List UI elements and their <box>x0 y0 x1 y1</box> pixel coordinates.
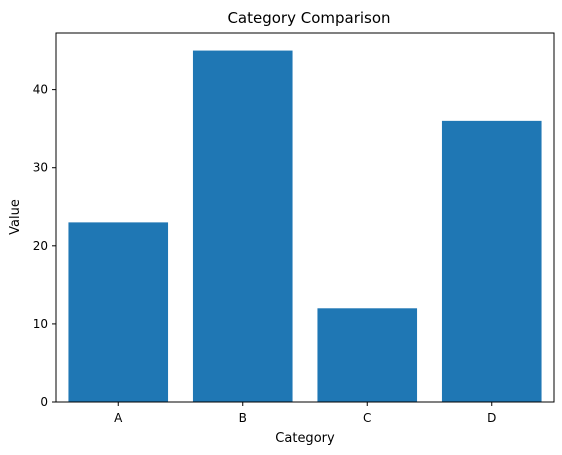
bars-layer <box>68 50 542 403</box>
bar-a <box>68 222 169 402</box>
x-tick-label: A <box>114 411 123 425</box>
y-tick-label: 40 <box>33 83 48 97</box>
chart-title: Category Comparison <box>227 9 390 27</box>
plot-frame <box>55 32 555 403</box>
bar-b <box>192 50 293 402</box>
x-tick-label: B <box>239 411 247 425</box>
x-axis-ticks: A B C D <box>114 402 496 425</box>
bar-c <box>317 308 418 402</box>
x-tick-label: C <box>363 411 371 425</box>
y-axis-ticks: 0 10 20 30 40 <box>33 83 56 409</box>
y-tick-label: 30 <box>33 161 48 175</box>
bar-d <box>441 120 542 403</box>
x-axis-label: Category <box>275 431 335 446</box>
y-tick-label: 0 <box>40 395 48 409</box>
y-tick-label: 20 <box>33 239 48 253</box>
y-axis-label: Value <box>8 199 23 235</box>
y-tick-label: 10 <box>33 317 48 331</box>
x-tick-label: D <box>487 411 496 425</box>
